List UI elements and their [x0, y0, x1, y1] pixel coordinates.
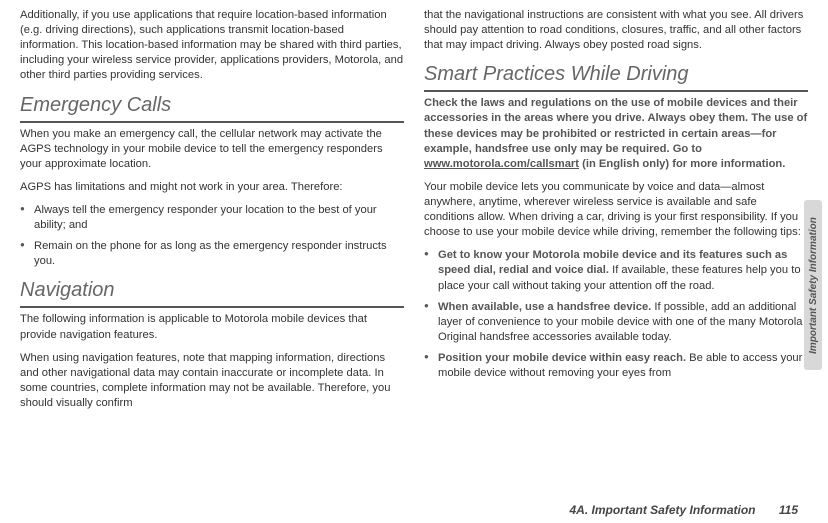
- bullet-list: Get to know your Motorola mobile device …: [424, 248, 808, 381]
- list-item: Position your mobile device within easy …: [424, 351, 808, 381]
- list-item: Remain on the phone for as long as the e…: [20, 239, 404, 269]
- para: AGPS has limitations and might not work …: [20, 180, 404, 195]
- footer-page: 115: [779, 503, 798, 517]
- right-column: that the navigational instructions are c…: [424, 8, 808, 482]
- bold-lead: Position your mobile device within easy …: [438, 352, 686, 364]
- list-item: Always tell the emergency responder your…: [20, 203, 404, 233]
- list-item: Get to know your Motorola mobile device …: [424, 248, 808, 293]
- bold-lead: When available, use a handsfree device.: [438, 301, 651, 313]
- bold-para: Check the laws and regulations on the us…: [424, 96, 808, 172]
- list-item: When available, use a handsfree device. …: [424, 300, 808, 345]
- para: When using navigation features, note tha…: [20, 351, 404, 411]
- footer-section: 4A. Important Safety Information: [569, 503, 755, 517]
- heading-emergency: Emergency Calls: [20, 92, 404, 123]
- footer: 4A. Important Safety Information 115: [569, 503, 798, 517]
- para: Your mobile device lets you communicate …: [424, 180, 808, 240]
- heading-smart-practices: Smart Practices While Driving: [424, 61, 808, 92]
- para: that the navigational instructions are c…: [424, 8, 808, 53]
- para: When you make an emergency call, the cel…: [20, 127, 404, 172]
- bold-text: Check the laws and regulations on the us…: [424, 97, 807, 154]
- para: Additionally, if you use applications th…: [20, 8, 404, 84]
- side-tab-label: Important Safety Information: [808, 217, 819, 354]
- link-text: www.motorola.com/callsmart: [424, 158, 579, 170]
- bold-text: (in English only) for more information.: [579, 158, 785, 170]
- heading-navigation: Navigation: [20, 277, 404, 308]
- bullet-list: Always tell the emergency responder your…: [20, 203, 404, 269]
- para: The following information is applicable …: [20, 312, 404, 342]
- side-tab: Important Safety Information: [804, 200, 822, 370]
- left-column: Additionally, if you use applications th…: [20, 8, 404, 482]
